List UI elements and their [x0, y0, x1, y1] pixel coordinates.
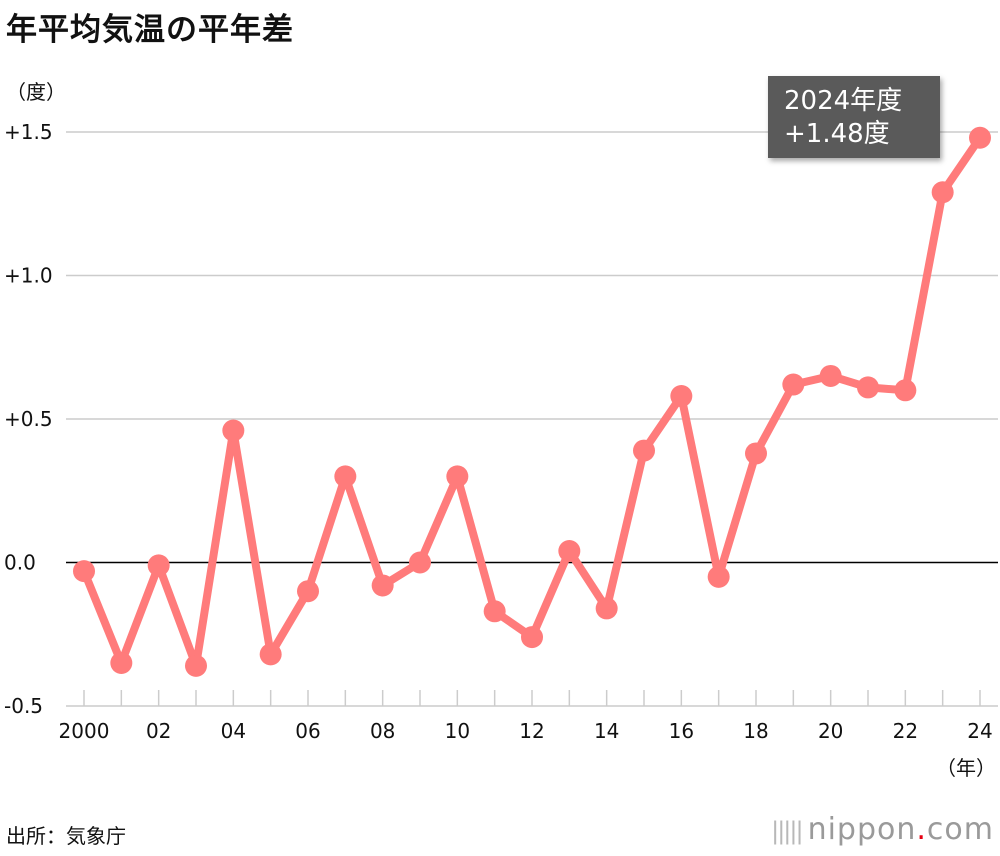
source-note: 出所：気象庁 [6, 824, 126, 848]
x-tick-label: 06 [295, 719, 320, 743]
logo-bars-icon: ||||| [771, 817, 803, 845]
data-point [670, 385, 693, 408]
brand-dot: . [916, 812, 927, 847]
x-tick-label: 2000 [59, 719, 110, 743]
data-point [782, 373, 805, 396]
data-point [334, 465, 357, 488]
x-tick-label: 10 [445, 719, 470, 743]
data-point [857, 376, 879, 399]
nippon-logo: ||||| nippon.com [771, 812, 994, 847]
data-point [707, 565, 730, 588]
data-point [894, 379, 917, 402]
chart-title: 年平均気温の平年差 [6, 12, 294, 48]
data-point [222, 419, 245, 442]
data-point [521, 626, 543, 649]
callout-value: +1.48度 [784, 119, 890, 149]
line-chart: -0.5 0.0 +0.5 +1.0 +1.5 2000 02 04 06 08 10 12 14 16 1… [4, 120, 998, 743]
data-point [73, 560, 95, 583]
data-point [185, 654, 207, 677]
y-axis-unit: （度） [6, 80, 66, 104]
data-point [110, 651, 133, 674]
x-tick-label: 22 [893, 719, 918, 743]
x-tick-label: 14 [594, 719, 619, 743]
y-tick-label: 0.0 [4, 551, 36, 575]
data-point [259, 643, 282, 666]
data-point [409, 551, 431, 574]
data-point [745, 442, 767, 465]
brand-name: nippon [807, 812, 917, 847]
data-point [558, 540, 581, 563]
x-axis-unit: （年） [936, 756, 996, 780]
x-tick-label: 08 [370, 719, 395, 743]
latest-value-callout: 2024年度 +1.48度 [768, 76, 940, 158]
data-point [297, 580, 319, 603]
data-point [633, 439, 655, 462]
x-tick-label: 04 [221, 719, 246, 743]
x-tick-label: 12 [519, 719, 544, 743]
series-line [80, 133, 984, 670]
x-tick-label: 24 [967, 719, 992, 743]
data-point [446, 465, 469, 488]
brand-suffix: com [926, 812, 994, 847]
data-point [819, 364, 842, 387]
data-point [483, 600, 506, 623]
x-tick-label: 18 [743, 719, 768, 743]
data-point [931, 181, 954, 204]
y-tick-label: +1.0 [4, 264, 53, 288]
callout-year: 2024年度 [784, 86, 903, 116]
data-point [371, 574, 394, 597]
x-tick-label: 16 [669, 719, 694, 743]
x-tick-label: 02 [146, 719, 171, 743]
data-point [595, 597, 618, 620]
y-tick-label: +0.5 [4, 407, 53, 431]
data-point [147, 554, 170, 577]
data-point [969, 126, 991, 149]
y-tick-label: -0.5 [4, 694, 43, 718]
x-tick-label: 20 [818, 719, 843, 743]
y-tick-label: +1.5 [4, 120, 53, 144]
